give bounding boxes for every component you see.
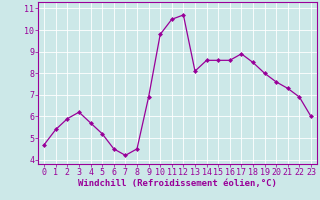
X-axis label: Windchill (Refroidissement éolien,°C): Windchill (Refroidissement éolien,°C) (78, 179, 277, 188)
